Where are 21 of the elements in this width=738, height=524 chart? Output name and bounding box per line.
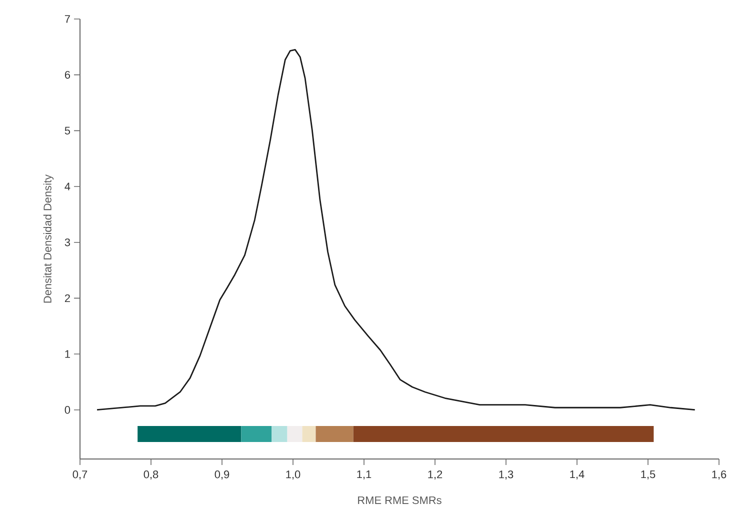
line-series <box>96 49 696 411</box>
x-tick-label: 1,2 <box>428 470 442 480</box>
x-tick-label: 1,1 <box>357 470 372 480</box>
y-tick-label: 3 <box>64 238 70 246</box>
x-tick-label: 1,6 <box>712 470 726 480</box>
x-tick-label: 0,8 <box>144 470 158 480</box>
x-axis-title: RME RME SMRs <box>358 496 442 504</box>
y-tick-label: 1 <box>65 350 70 358</box>
y-tick-label: 6 <box>64 70 70 79</box>
y-axis-title: Densitat Densidad Density <box>43 174 54 303</box>
y-tick-label: 5 <box>64 126 70 134</box>
y-tick-label: 4 <box>64 182 70 190</box>
y-tick-label: 0 <box>64 406 70 414</box>
y-tick-label: 7 <box>64 15 70 23</box>
x-tick-label: 1,0 <box>286 470 300 480</box>
x-tick-label: 0,7 <box>72 470 88 480</box>
x-tick-label: 1,5 <box>641 470 656 480</box>
x-tick-label: 1,3 <box>499 470 514 480</box>
y-tick-label: 2 <box>64 294 70 302</box>
x-tick-label: 0,9 <box>214 470 230 480</box>
x-tick-label: 1,4 <box>570 470 584 480</box>
